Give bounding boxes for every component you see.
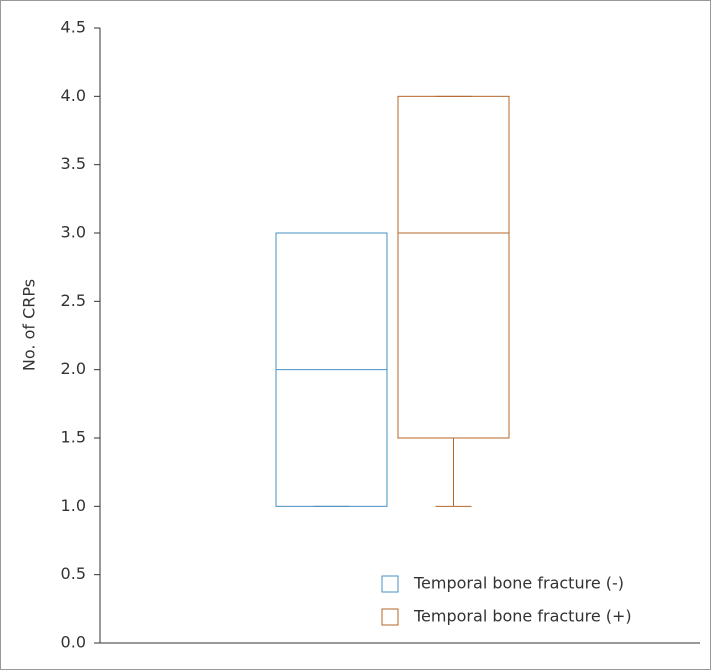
y-tick-label: 1.0 [61,496,86,515]
legend-label: Temporal bone fracture (+) [413,607,632,626]
y-tick-label: 2.5 [61,291,86,310]
y-tick-label: 4.5 [61,18,86,37]
y-tick-label: 0.0 [61,633,86,652]
y-tick-label: 3.0 [61,223,86,242]
legend-label: Temporal bone fracture (-) [413,574,624,593]
y-axis-label: No. of CRPs [20,279,39,371]
y-tick-label: 1.5 [61,428,86,447]
y-tick-label: 4.0 [61,86,86,105]
legend-swatch [381,608,399,626]
box [397,95,510,439]
y-tick-label: 0.5 [61,564,86,583]
legend-swatch [381,575,399,593]
y-tick-label: 3.5 [61,154,86,173]
y-tick-label: 2.0 [61,359,86,378]
